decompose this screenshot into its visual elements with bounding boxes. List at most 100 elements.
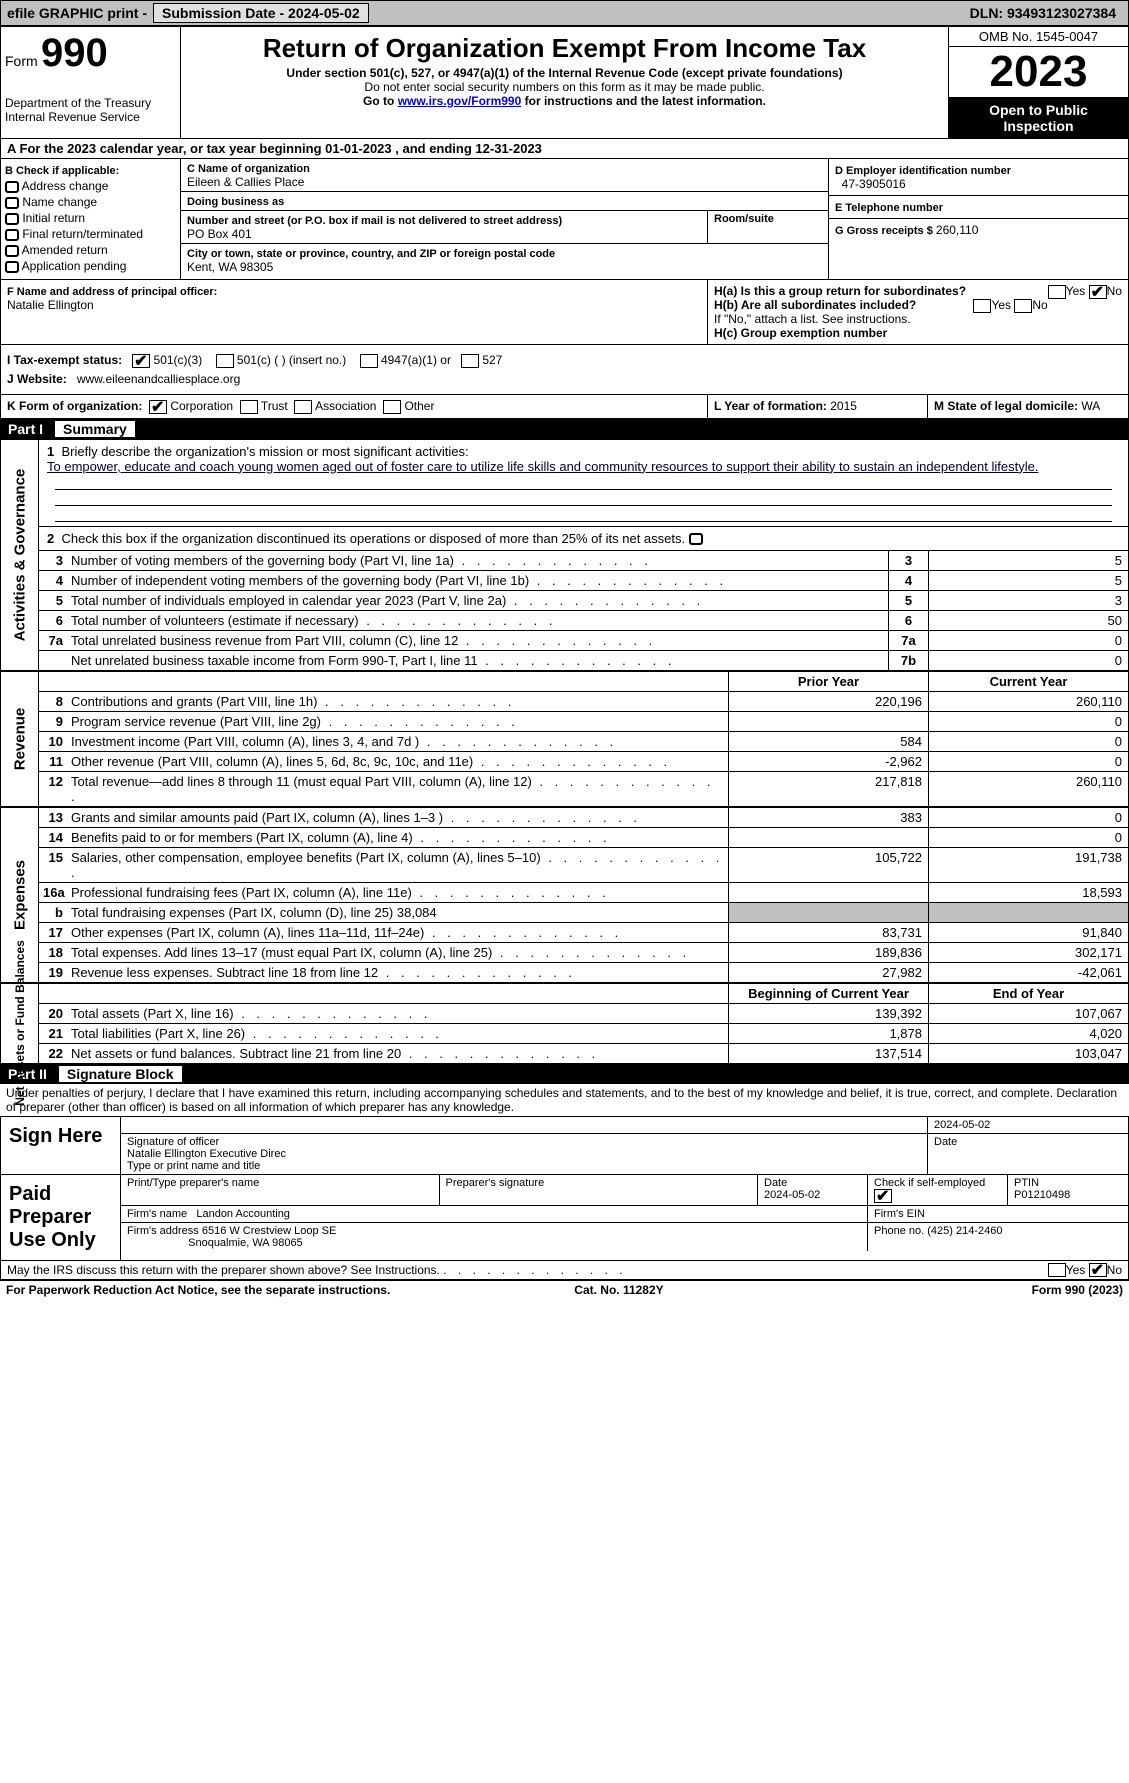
- dln-label: DLN: 93493123027384: [970, 5, 1116, 21]
- ha-label: H(a) Is this a group return for subordin…: [714, 284, 966, 298]
- ssn-note: Do not enter social security numbers on …: [185, 80, 944, 94]
- section-bcdeg: B Check if applicable: Address change Na…: [0, 159, 1129, 280]
- table-row: 4Number of independent voting members of…: [39, 571, 1128, 591]
- table-row: 14Benefits paid to or for members (Part …: [39, 828, 1128, 848]
- tax-year: 2023: [949, 47, 1128, 98]
- chk-final[interactable]: Final return/terminated: [5, 227, 176, 241]
- firm-addr: 6516 W Crestview Loop SE: [202, 1225, 337, 1237]
- officer-name: Natalie Ellington: [7, 298, 94, 312]
- chk-assoc[interactable]: [294, 400, 312, 414]
- prep-date: 2024-05-02: [764, 1189, 820, 1201]
- l-label: L Year of formation:: [714, 399, 830, 413]
- chk-trust[interactable]: [240, 400, 258, 414]
- vtab-na: Net Assets or Fund Balances: [13, 940, 27, 1106]
- line-a: A For the 2023 calendar year, or tax yea…: [0, 139, 1129, 159]
- section-fh: F Name and address of principal officer:…: [0, 280, 1129, 345]
- chk-501c3[interactable]: [132, 354, 150, 368]
- section-klm: K Form of organization: Corporation Trus…: [0, 395, 1129, 419]
- firm-name: Landon Accounting: [196, 1208, 290, 1220]
- chk-501c[interactable]: [216, 354, 234, 368]
- g-gross-label: G Gross receipts $: [835, 225, 936, 237]
- part1-no: Part I: [8, 421, 43, 437]
- part2-header: Part II Signature Block: [0, 1064, 1129, 1084]
- q2-label: Check this box if the organization disco…: [61, 531, 685, 546]
- chk-initial[interactable]: Initial return: [5, 211, 176, 225]
- signature-block: Sign Here 2024-05-02 Signature of office…: [0, 1116, 1129, 1261]
- table-row: 22Net assets or fund balances. Subtract …: [39, 1044, 1128, 1063]
- form-subtitle: Under section 501(c), 527, or 4947(a)(1)…: [185, 66, 944, 80]
- chk-name[interactable]: Name change: [5, 195, 176, 209]
- hb-note: If "No," attach a list. See instructions…: [714, 312, 1122, 326]
- form-header: Form 990 Department of the Treasury Inte…: [0, 26, 1129, 139]
- hc-label: H(c) Group exemption number: [714, 326, 887, 340]
- chk-527[interactable]: [461, 354, 479, 368]
- box-b-label: B Check if applicable:: [5, 165, 176, 177]
- top-bar: efile GRAPHIC print - Submission Date - …: [0, 0, 1129, 26]
- activities-governance-section: Activities & Governance 1 Briefly descri…: [0, 439, 1129, 671]
- form-title: Return of Organization Exempt From Incom…: [185, 33, 944, 64]
- table-row: 18Total expenses. Add lines 13–17 (must …: [39, 943, 1128, 963]
- table-row: 12Total revenue—add lines 8 through 11 (…: [39, 772, 1128, 806]
- gross-value: 260,110: [936, 223, 979, 237]
- irs-label: Internal Revenue Service: [5, 110, 176, 124]
- prep-sig-label: Preparer's signature: [440, 1175, 759, 1205]
- k-label: K Form of organization:: [7, 399, 142, 413]
- ptin-value: P01210498: [1014, 1189, 1070, 1201]
- part2-title: Signature Block: [59, 1066, 182, 1082]
- perjury-text: Under penalties of perjury, I declare th…: [0, 1084, 1129, 1116]
- vtab-rev: Revenue: [11, 707, 28, 770]
- expenses-section: Expenses 13Grants and similar amounts pa…: [0, 807, 1129, 983]
- table-row: 13Grants and similar amounts paid (Part …: [39, 808, 1128, 828]
- date-label: Date: [928, 1134, 1128, 1174]
- submission-date-btn[interactable]: Submission Date - 2024-05-02: [153, 3, 369, 23]
- table-row: 17Other expenses (Part IX, column (A), l…: [39, 923, 1128, 943]
- omb-number: OMB No. 1545-0047: [949, 27, 1128, 47]
- sig-officer-name: Natalie Ellington Executive Direc: [127, 1148, 286, 1160]
- may-irs-discuss: May the IRS discuss this return with the…: [7, 1263, 440, 1277]
- paid-preparer-label: Paid Preparer Use Only: [1, 1175, 121, 1260]
- table-row: 10Investment income (Part VIII, column (…: [39, 732, 1128, 752]
- dept-treasury: Department of the Treasury: [5, 96, 176, 110]
- part1-header: Part I Summary: [0, 419, 1129, 439]
- chk-amended[interactable]: Amended return: [5, 243, 176, 257]
- irs-url-link[interactable]: www.irs.gov/Form990: [398, 94, 522, 108]
- type-name-label: Type or print name and title: [127, 1160, 260, 1172]
- table-row: 8Contributions and grants (Part VIII, li…: [39, 692, 1128, 712]
- i-label: I Tax-exempt status:: [7, 353, 122, 367]
- revenue-section: Revenue Prior Year Current Year 8Contrib…: [0, 671, 1129, 807]
- self-emp-label: Check if self-employed: [874, 1177, 985, 1189]
- city-value: Kent, WA 98305: [187, 260, 273, 274]
- efile-label: efile GRAPHIC print -: [7, 5, 147, 21]
- table-row: 9Program service revenue (Part VIII, lin…: [39, 712, 1128, 732]
- col-curr: Current Year: [928, 672, 1128, 691]
- prep-name-label: Print/Type preparer's name: [121, 1175, 440, 1205]
- chk-app[interactable]: Application pending: [5, 259, 176, 273]
- room-label: Room/suite: [708, 211, 828, 243]
- org-name: Eileen & Callies Place: [187, 175, 304, 189]
- vtab-ag: Activities & Governance: [11, 468, 28, 641]
- firm-city: Snoqualmie, WA 98065: [188, 1237, 303, 1249]
- vtab-exp: Expenses: [11, 860, 28, 930]
- domicile-state: WA: [1081, 399, 1100, 413]
- website-value: www.eileenandcalliesplace.org: [77, 372, 240, 386]
- section-ij: I Tax-exempt status: 501(c)(3) 501(c) ( …: [0, 345, 1129, 395]
- form-word: Form: [5, 53, 38, 69]
- year-formation: 2015: [830, 399, 857, 413]
- col-bcy: Beginning of Current Year: [728, 984, 928, 1003]
- table-row: 3Number of voting members of the governi…: [39, 551, 1128, 571]
- col-eoy: End of Year: [928, 984, 1128, 1003]
- chk-4947[interactable]: [360, 354, 378, 368]
- chk-corp[interactable]: [149, 400, 167, 414]
- netassets-section: Net Assets or Fund Balances Beginning of…: [0, 983, 1129, 1064]
- chk-addr[interactable]: Address change: [5, 179, 176, 193]
- table-row: 15Salaries, other compensation, employee…: [39, 848, 1128, 883]
- table-row: Net unrelated business taxable income fr…: [39, 651, 1128, 670]
- d-ein-label: D Employer identification number: [835, 165, 1011, 177]
- addr-value: PO Box 401: [187, 227, 252, 241]
- table-row: 16aProfessional fundraising fees (Part I…: [39, 883, 1128, 903]
- sign-here-label: Sign Here: [1, 1117, 121, 1174]
- footer-left: For Paperwork Reduction Act Notice, see …: [6, 1283, 390, 1297]
- e-phone-label: E Telephone number: [835, 202, 943, 214]
- chk-other[interactable]: [383, 400, 401, 414]
- hb-label: H(b) Are all subordinates included?: [714, 298, 916, 312]
